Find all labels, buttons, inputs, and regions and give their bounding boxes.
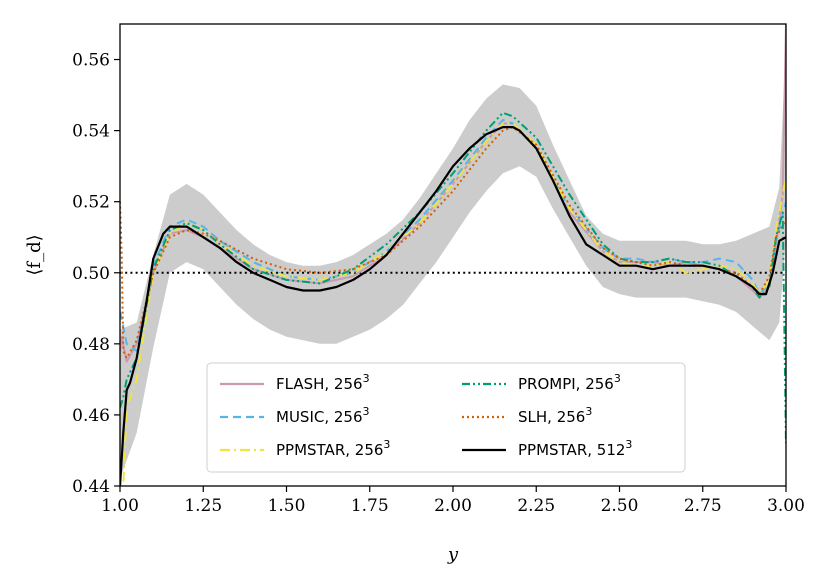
uncertainty-band <box>120 41 786 479</box>
x-tick-label: 3.00 <box>767 496 805 516</box>
x-axis-label: y <box>447 544 459 565</box>
legend-label-superscript: 3 <box>614 372 621 385</box>
y-tick-label: 0.44 <box>72 477 110 497</box>
series-line-music-256-3 <box>120 119 786 352</box>
x-tick-label: 1.75 <box>351 496 389 516</box>
series-line-prompi-256-3 <box>120 111 786 444</box>
legend-label-superscript: 3 <box>363 372 370 385</box>
y-axis-ticks: 0.44 0.46 0.48 0.50 0.52 0.54 0.56 <box>72 51 120 497</box>
legend-label-ppmstar-512-3: PPMSTAR, 5123 <box>518 438 632 459</box>
x-tick-label: 2.00 <box>434 496 472 516</box>
legend-label-text: PPMSTAR, 512 <box>518 441 625 459</box>
y-tick-label: 0.48 <box>72 335 110 355</box>
series-layer <box>120 24 786 486</box>
x-axis-ticks: 1.00 1.25 1.50 1.75 2.00 2.25 2.50 2.75 3.00 <box>101 486 805 516</box>
x-tick-label: 2.50 <box>601 496 639 516</box>
legend-label-prompi-256-3: PROMPI, 2563 <box>518 372 621 393</box>
uncertainty-band-layer <box>120 41 786 479</box>
legend-label-text: SLH, 256 <box>518 408 585 426</box>
legend-label-text: PROMPI, 256 <box>518 375 614 393</box>
x-tick-label: 2.75 <box>684 496 722 516</box>
legend-label-superscript: 3 <box>585 405 592 418</box>
legend-label-music-256-3: MUSIC, 2563 <box>276 405 370 426</box>
x-tick-label: 2.25 <box>517 496 555 516</box>
legend-label-text: PPMSTAR, 256 <box>276 441 383 459</box>
x-tick-label: 1.25 <box>184 496 222 516</box>
y-tick-label: 0.46 <box>72 406 110 426</box>
x-tick-label: 1.00 <box>101 496 139 516</box>
legend-label-superscript: 3 <box>625 438 632 451</box>
legend-label-superscript: 3 <box>363 405 370 418</box>
legend-label-text: MUSIC, 256 <box>276 408 363 426</box>
y-tick-label: 0.54 <box>72 122 110 142</box>
y-axis-label: ⟨f_d⟩ <box>24 234 45 275</box>
legend-box <box>206 362 686 473</box>
legend-label-slh-256-3: SLH, 2563 <box>518 405 592 426</box>
legend-label-flash-256-3: FLASH, 2563 <box>276 372 370 393</box>
legend-label-ppmstar-256-3: PPMSTAR, 2563 <box>276 438 390 459</box>
legend-label-superscript: 3 <box>383 438 390 451</box>
y-tick-label: 0.52 <box>72 193 110 213</box>
y-tick-label: 0.56 <box>72 51 110 71</box>
legend-label-text: FLASH, 256 <box>276 375 363 393</box>
series-line-ppmstar-512-3 <box>120 125 786 486</box>
x-tick-label: 1.50 <box>268 496 306 516</box>
y-tick-label: 0.50 <box>72 264 110 284</box>
